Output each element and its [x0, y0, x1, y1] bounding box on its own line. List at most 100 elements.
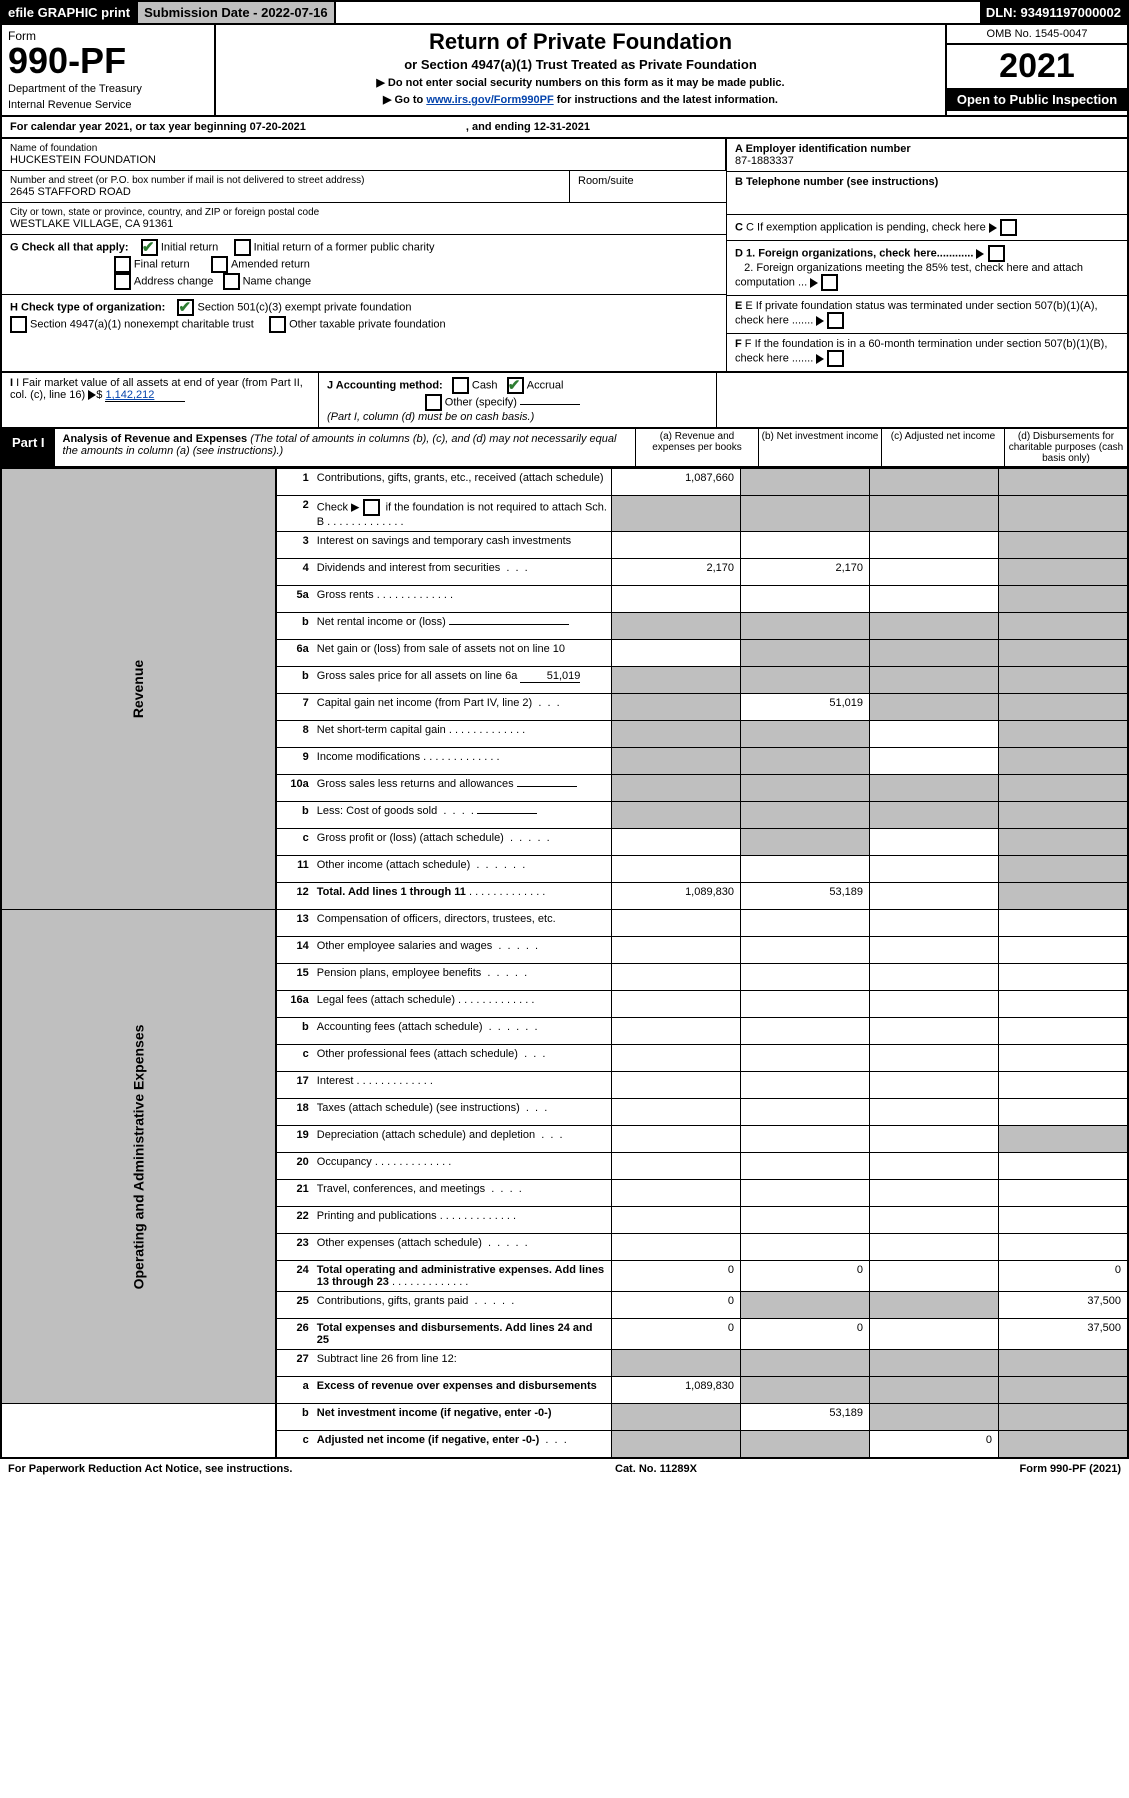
line-6b-value: 51,019	[547, 670, 581, 682]
form-header: Form 990-PF Department of the Treasury I…	[0, 25, 1129, 117]
arrow-icon	[816, 316, 824, 326]
identity-block: Name of foundation HUCKESTEIN FOUNDATION…	[0, 139, 1129, 373]
name-label: Name of foundation	[10, 143, 717, 154]
line-27a-a: 1,089,830	[612, 1377, 741, 1404]
line-27b-desc: Net investment income (if negative, ente…	[313, 1404, 612, 1431]
form-subtitle: or Section 4947(a)(1) Trust Treated as P…	[226, 57, 935, 72]
line-5a-desc: Gross rents	[313, 586, 612, 613]
checkbox-d1[interactable]	[988, 245, 1005, 262]
instr-no-ssn: ▶ Do not enter social security numbers o…	[226, 76, 935, 89]
line-24-desc: Total operating and administrative expen…	[313, 1261, 612, 1292]
line-23-desc: Other expenses (attach schedule) . . . .…	[313, 1234, 612, 1261]
line-25-d: 37,500	[999, 1292, 1129, 1319]
arrow-icon	[989, 223, 997, 233]
revenue-side-label: Revenue	[130, 660, 146, 718]
line-27c-desc: Adjusted net income (if negative, enter …	[313, 1431, 612, 1459]
line-6b-desc: Gross sales price for all assets on line…	[313, 667, 612, 694]
line-27-desc: Subtract line 26 from line 12:	[313, 1350, 612, 1377]
line-15-desc: Pension plans, employee benefits . . . .…	[313, 964, 612, 991]
arrow-icon	[816, 354, 824, 364]
line-12-desc: Total. Add lines 1 through 11	[313, 883, 612, 910]
checkbox-address-change[interactable]	[114, 273, 131, 290]
line-27c-c: 0	[870, 1431, 999, 1459]
footer-catalog: Cat. No. 11289X	[615, 1463, 697, 1475]
line-16a-desc: Legal fees (attach schedule)	[313, 991, 612, 1018]
efile-badge[interactable]: efile GRAPHIC print	[2, 2, 138, 23]
line-4-b: 2,170	[741, 559, 870, 586]
line-27b-b: 53,189	[741, 1404, 870, 1431]
line-7-b: 51,019	[741, 694, 870, 721]
line-26-b: 0	[741, 1319, 870, 1350]
line-19-desc: Depreciation (attach schedule) and deple…	[313, 1126, 612, 1153]
phone-label: B Telephone number (see instructions)	[735, 176, 938, 188]
line-20-desc: Occupancy	[313, 1153, 612, 1180]
open-public: Open to Public Inspection	[947, 88, 1127, 111]
submission-date: Submission Date - 2022-07-16	[138, 2, 336, 23]
line-5b-desc: Net rental income or (loss)	[313, 613, 612, 640]
checkbox-name-change[interactable]	[223, 273, 240, 290]
checkbox-c[interactable]	[1000, 219, 1017, 236]
form-title: Return of Private Foundation	[226, 29, 935, 55]
line-9-desc: Income modifications	[313, 748, 612, 775]
arrow-icon	[810, 278, 818, 288]
line-4-desc: Dividends and interest from securities .…	[313, 559, 612, 586]
line-12-a: 1,089,830	[612, 883, 741, 910]
d1-label: D 1. Foreign organizations, check here..…	[735, 247, 973, 259]
checkbox-initial-return[interactable]	[141, 239, 158, 256]
checkbox-accrual[interactable]	[507, 377, 524, 394]
col-c-header: (c) Adjusted net income	[881, 429, 1004, 466]
col-b-header: (b) Net investment income	[758, 429, 881, 466]
line-27a-desc: Excess of revenue over expenses and disb…	[313, 1377, 612, 1404]
omb-number: OMB No. 1545-0047	[947, 25, 1127, 45]
line-3-desc: Interest on savings and temporary cash i…	[313, 532, 612, 559]
checkbox-final-return[interactable]	[114, 256, 131, 273]
line-26-desc: Total expenses and disbursements. Add li…	[313, 1319, 612, 1350]
top-bar: efile GRAPHIC print Submission Date - 20…	[0, 0, 1129, 25]
row-h: H Check type of organization: Section 50…	[2, 295, 726, 337]
checkbox-e[interactable]	[827, 312, 844, 329]
foundation-name: HUCKESTEIN FOUNDATION	[10, 154, 717, 166]
col-a-header: (a) Revenue and expenses per books	[635, 429, 758, 466]
line-10b-desc: Less: Cost of goods sold . . . .	[313, 802, 612, 829]
ein-label: A Employer identification number	[735, 143, 911, 155]
irs-link[interactable]: www.irs.gov/Form990PF	[426, 94, 553, 106]
calendar-year-line: For calendar year 2021, or tax year begi…	[0, 117, 1129, 139]
line-21-desc: Travel, conferences, and meetings . . . …	[313, 1180, 612, 1207]
fmv-value[interactable]: 1,142,212	[105, 389, 185, 402]
checkbox-cash[interactable]	[452, 377, 469, 394]
dept-irs: Internal Revenue Service	[8, 99, 208, 111]
checkbox-4947[interactable]	[10, 316, 27, 333]
line-16c-desc: Other professional fees (attach schedule…	[313, 1045, 612, 1072]
line-6a-desc: Net gain or (loss) from sale of assets n…	[313, 640, 612, 667]
row-g: G Check all that apply: Initial return I…	[2, 235, 726, 295]
line-12-b: 53,189	[741, 883, 870, 910]
checkbox-amended-return[interactable]	[211, 256, 228, 273]
part1-header: Part I Analysis of Revenue and Expenses …	[0, 429, 1129, 468]
line-4-a: 2,170	[612, 559, 741, 586]
line-11-desc: Other income (attach schedule) . . . . .…	[313, 856, 612, 883]
checkbox-d2[interactable]	[821, 274, 838, 291]
line-10a-desc: Gross sales less returns and allowances	[313, 775, 612, 802]
line-8-desc: Net short-term capital gain	[313, 721, 612, 748]
line-17-desc: Interest	[313, 1072, 612, 1099]
c-label: C If exemption application is pending, c…	[746, 221, 986, 233]
line-16b-desc: Accounting fees (attach schedule) . . . …	[313, 1018, 612, 1045]
instr-link-line: ▶ Go to www.irs.gov/Form990PF for instru…	[226, 93, 935, 106]
checkbox-501c3[interactable]	[177, 299, 194, 316]
city-label: City or town, state or province, country…	[10, 207, 718, 218]
line-24-d: 0	[999, 1261, 1129, 1292]
checkbox-sch-b[interactable]	[363, 499, 380, 516]
checkbox-other-method[interactable]	[425, 394, 442, 411]
expenses-side-label: Operating and Administrative Expenses	[130, 1024, 146, 1289]
line-14-desc: Other employee salaries and wages . . . …	[313, 937, 612, 964]
arrow-icon	[88, 390, 96, 400]
part1-label: Part I	[2, 429, 55, 466]
checkbox-other-taxable[interactable]	[269, 316, 286, 333]
line-13-desc: Compensation of officers, directors, tru…	[313, 910, 612, 937]
checkbox-f[interactable]	[827, 350, 844, 367]
d2-label: 2. Foreign organizations meeting the 85%…	[735, 262, 1083, 288]
line-1-a: 1,087,660	[612, 469, 741, 496]
line-18-desc: Taxes (attach schedule) (see instruction…	[313, 1099, 612, 1126]
city-state-zip: WESTLAKE VILLAGE, CA 91361	[10, 218, 718, 230]
checkbox-initial-public[interactable]	[234, 239, 251, 256]
